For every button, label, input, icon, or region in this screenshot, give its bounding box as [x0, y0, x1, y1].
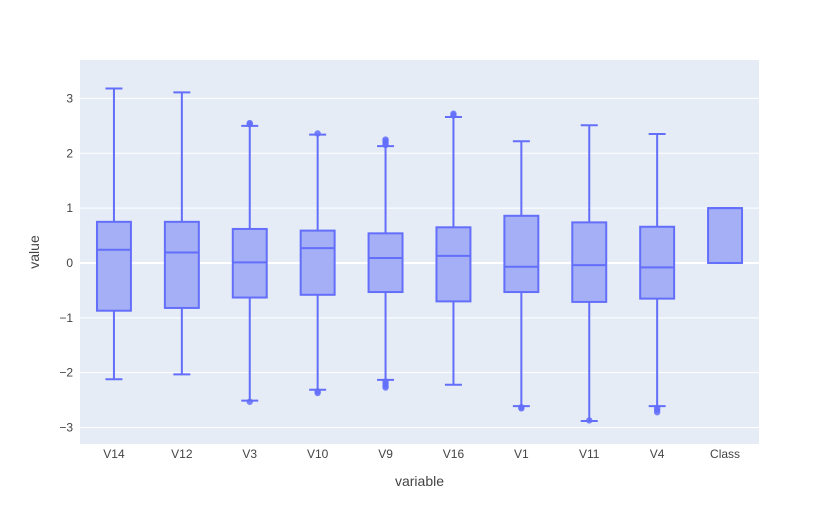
outlier-point [450, 110, 457, 117]
outlier-point [586, 417, 593, 424]
y-tick-label: −1 [59, 311, 73, 325]
iqr-box [163, 220, 200, 309]
outlier-point [246, 119, 253, 127]
y-axis-title: value [26, 235, 42, 269]
iqr-box [639, 225, 676, 300]
outlier-point [653, 408, 661, 416]
y-tick-label: 3 [66, 91, 73, 105]
iqr-box [95, 220, 132, 312]
box-v11 [571, 124, 608, 424]
y-tick-label: 0 [66, 256, 73, 270]
box-v3 [231, 119, 268, 405]
iqr-box [299, 229, 336, 296]
y-axis-ticks: 3 2 1 0 −1 −2 −3 [59, 91, 73, 434]
iqr-box [571, 221, 608, 303]
x-axis-ticks: V14 V12 V3 V10 V9 V16 V1 V11 V4 Class [103, 447, 740, 461]
y-tick-label: 1 [66, 201, 73, 215]
box-v10 [299, 130, 336, 397]
x-tick-label: V10 [307, 447, 329, 461]
box-v14 [95, 87, 132, 381]
outlier-point [382, 384, 389, 391]
outlier-point [382, 136, 389, 143]
x-tick-label: Class [710, 447, 740, 461]
x-tick-label: V1 [514, 447, 529, 461]
x-tick-label: V4 [650, 447, 665, 461]
outlier-point [314, 130, 321, 137]
box-v16 [435, 110, 472, 386]
iqr-box [707, 207, 744, 264]
x-tick-label: V16 [443, 447, 465, 461]
iqr-box [367, 232, 404, 294]
x-tick-label: V14 [103, 447, 125, 461]
x-tick-label: V11 [579, 447, 600, 461]
iqr-box [435, 226, 472, 303]
y-tick-label: −3 [59, 421, 73, 435]
x-tick-label: V9 [378, 447, 393, 461]
outlier-point [518, 405, 525, 412]
outlier-point [246, 398, 253, 405]
box-class [707, 207, 744, 264]
box-v9 [367, 136, 404, 391]
box-v4 [639, 133, 676, 416]
boxes [95, 87, 744, 424]
iqr-box [503, 214, 540, 294]
x-axis-title: variable [395, 473, 444, 489]
box-v12 [163, 91, 200, 376]
outlier-point [314, 389, 321, 397]
y-tick-label: −2 [59, 366, 73, 380]
x-tick-label: V12 [171, 447, 193, 461]
x-tick-label: V3 [242, 447, 257, 461]
y-tick-label: 2 [66, 146, 73, 160]
box-v1 [503, 140, 540, 412]
